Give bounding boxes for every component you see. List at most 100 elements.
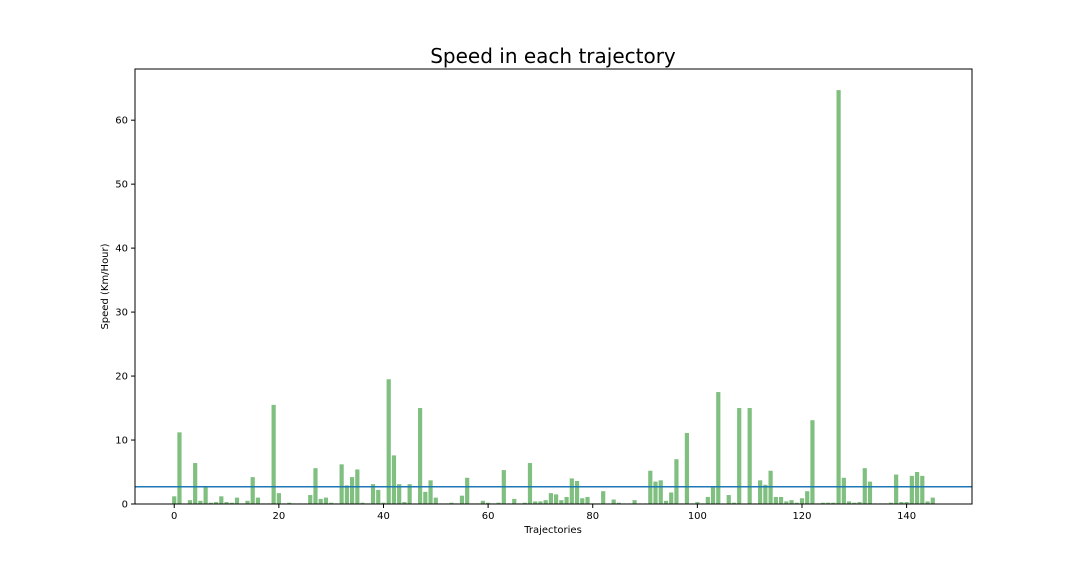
bar [198,500,203,504]
bar [350,477,355,504]
bar [391,455,397,504]
x-tick-label: 0 [171,511,177,522]
x-tick-label: 20 [272,511,285,522]
bar [569,478,574,504]
bar [705,496,710,504]
bar [370,484,376,504]
bar [585,496,590,504]
bar [339,464,344,504]
x-tick-label: 80 [586,511,599,522]
bar [480,500,485,504]
bar [543,500,548,504]
bar [287,502,292,504]
bar [904,502,909,504]
bar [601,491,606,504]
bar [867,481,873,504]
bar [789,500,794,504]
bar [496,502,501,504]
bar [580,498,585,504]
y-tick-label: 50 [115,180,128,191]
bar [564,496,569,504]
chart-title: Speed in each trajectory [430,44,676,68]
bar [554,494,559,504]
bar [695,502,700,504]
plot-area [134,68,973,505]
bar [669,492,674,504]
bar [172,496,177,504]
bar [846,501,852,504]
bar [559,500,564,504]
bar [820,502,826,504]
bar [674,459,679,504]
y-tick-label: 20 [115,372,128,383]
bar [407,484,412,504]
y-tick-label: 60 [115,116,128,127]
bar [250,477,255,504]
bar [737,408,742,504]
x-axis-label: Trajectories [523,525,582,536]
bar [255,497,261,504]
bar [857,502,862,504]
bar [826,502,831,504]
x-tick-label: 40 [377,511,390,522]
bar [805,491,810,504]
bar [271,404,276,504]
y-axis-ticks: 0 10 20 30 40 50 60 [115,116,135,511]
bar [799,498,805,504]
x-tick-label: 120 [792,511,811,522]
bar [203,487,208,504]
bar [731,502,737,504]
bar [716,392,721,504]
bar [710,486,716,504]
bar [810,420,815,504]
y-axis-label: Speed (Km/Hour) [100,243,111,329]
bar [920,475,925,504]
bar [360,502,365,504]
bar [888,502,894,504]
plot-frame [134,68,973,505]
bar [852,502,857,504]
bar [653,481,658,504]
bar [386,379,391,504]
bar [276,493,281,505]
bar [465,477,470,504]
bar [758,480,763,504]
bar [658,480,663,504]
bar [177,432,182,504]
bar [773,496,778,504]
bar [397,484,402,504]
bar [778,496,784,504]
bar [899,502,904,504]
bar [449,502,454,504]
bar [909,475,914,504]
bar [318,498,323,504]
bar [344,485,349,504]
bar [428,480,433,504]
bar [930,497,935,504]
y-tick-label: 40 [115,244,128,255]
bar [193,463,198,504]
y-tick-label: 0 [122,500,128,511]
bar [418,408,423,504]
bar [224,502,229,504]
bar [229,502,234,504]
bar [726,495,731,504]
x-tick-label: 60 [482,511,495,522]
bar [611,499,616,504]
bar [219,496,224,504]
bar [616,502,621,504]
bar [538,501,543,504]
bar [323,497,329,504]
x-tick-label: 140 [897,511,916,522]
bar [841,477,846,504]
bar [208,502,213,504]
bar [632,500,637,504]
bar [684,432,689,504]
bar [433,497,438,504]
bar [836,90,841,505]
bar [402,502,407,504]
bar [234,497,240,504]
bar [376,489,381,504]
y-tick-label: 30 [115,308,128,319]
